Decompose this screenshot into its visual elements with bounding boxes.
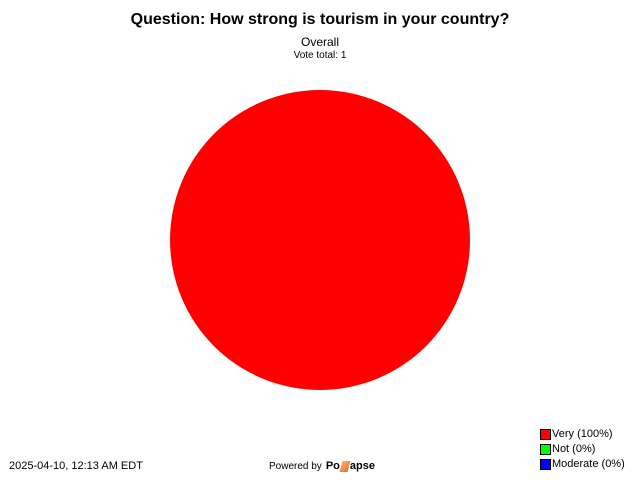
legend-label: Moderate (0%) [552,458,625,470]
powered-by-label: Powered by [269,460,322,472]
logo-icon [339,460,351,472]
logo-text: apse [349,460,375,472]
pie-slice-very [170,90,470,390]
brand-logo[interactable]: Po apse [326,460,375,472]
legend-item-moderate: Moderate (0%) [540,457,625,472]
vote-total: Vote total: 1 [293,50,347,61]
logo-text: Po [325,460,340,472]
legend-item-very: Very (100%) [540,427,625,442]
legend-label: Not (0%) [552,443,596,455]
legend: Very (100%) Not (0%) Moderate (0%) [540,427,625,472]
timestamp: 2025-04-10, 12:13 AM EDT [9,460,143,472]
legend-swatch [540,459,551,470]
legend-label: Very (100%) [552,428,613,440]
legend-swatch [540,444,551,455]
powered-by: Powered by Po apse [269,460,375,472]
legend-item-not: Not (0%) [540,442,625,457]
legend-swatch [540,429,551,440]
chart-subtitle: Overall [300,35,339,49]
chart-title: Question: How strong is tourism in your … [130,11,510,28]
